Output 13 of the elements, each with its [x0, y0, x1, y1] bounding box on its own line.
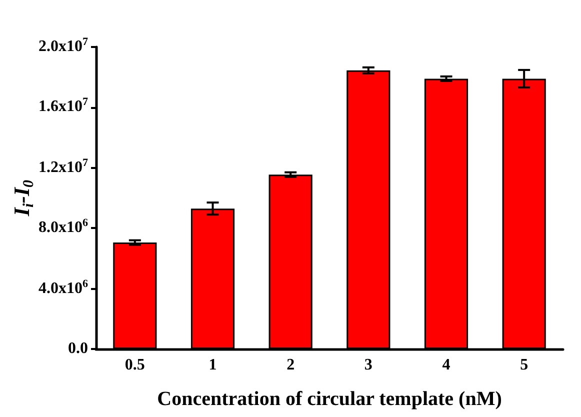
x-axis-title: Concentration of circular template (nM) [157, 388, 502, 410]
x-tick-label: 0.5 [124, 356, 145, 374]
y-tick-label: 8.0x10$^{6}$ [38, 217, 88, 236]
x-tick-label: 2 [286, 356, 295, 374]
x-tick-label: 1 [208, 356, 217, 374]
x-tick-label: 5 [520, 356, 528, 374]
y-tick-label: 0.0 [68, 340, 88, 357]
x-tick-label: 4 [442, 356, 450, 374]
y-tick-label: 4.0x10$^{6}$ [38, 278, 88, 297]
y-tick-label: 2.0x10$^{7}$ [38, 36, 88, 55]
x-tick-label: 3 [364, 356, 372, 374]
y-tick-label: 1.6x10$^{7}$ [38, 96, 88, 116]
y-tick-label: 1.2x10$^{7}$ [38, 156, 88, 176]
